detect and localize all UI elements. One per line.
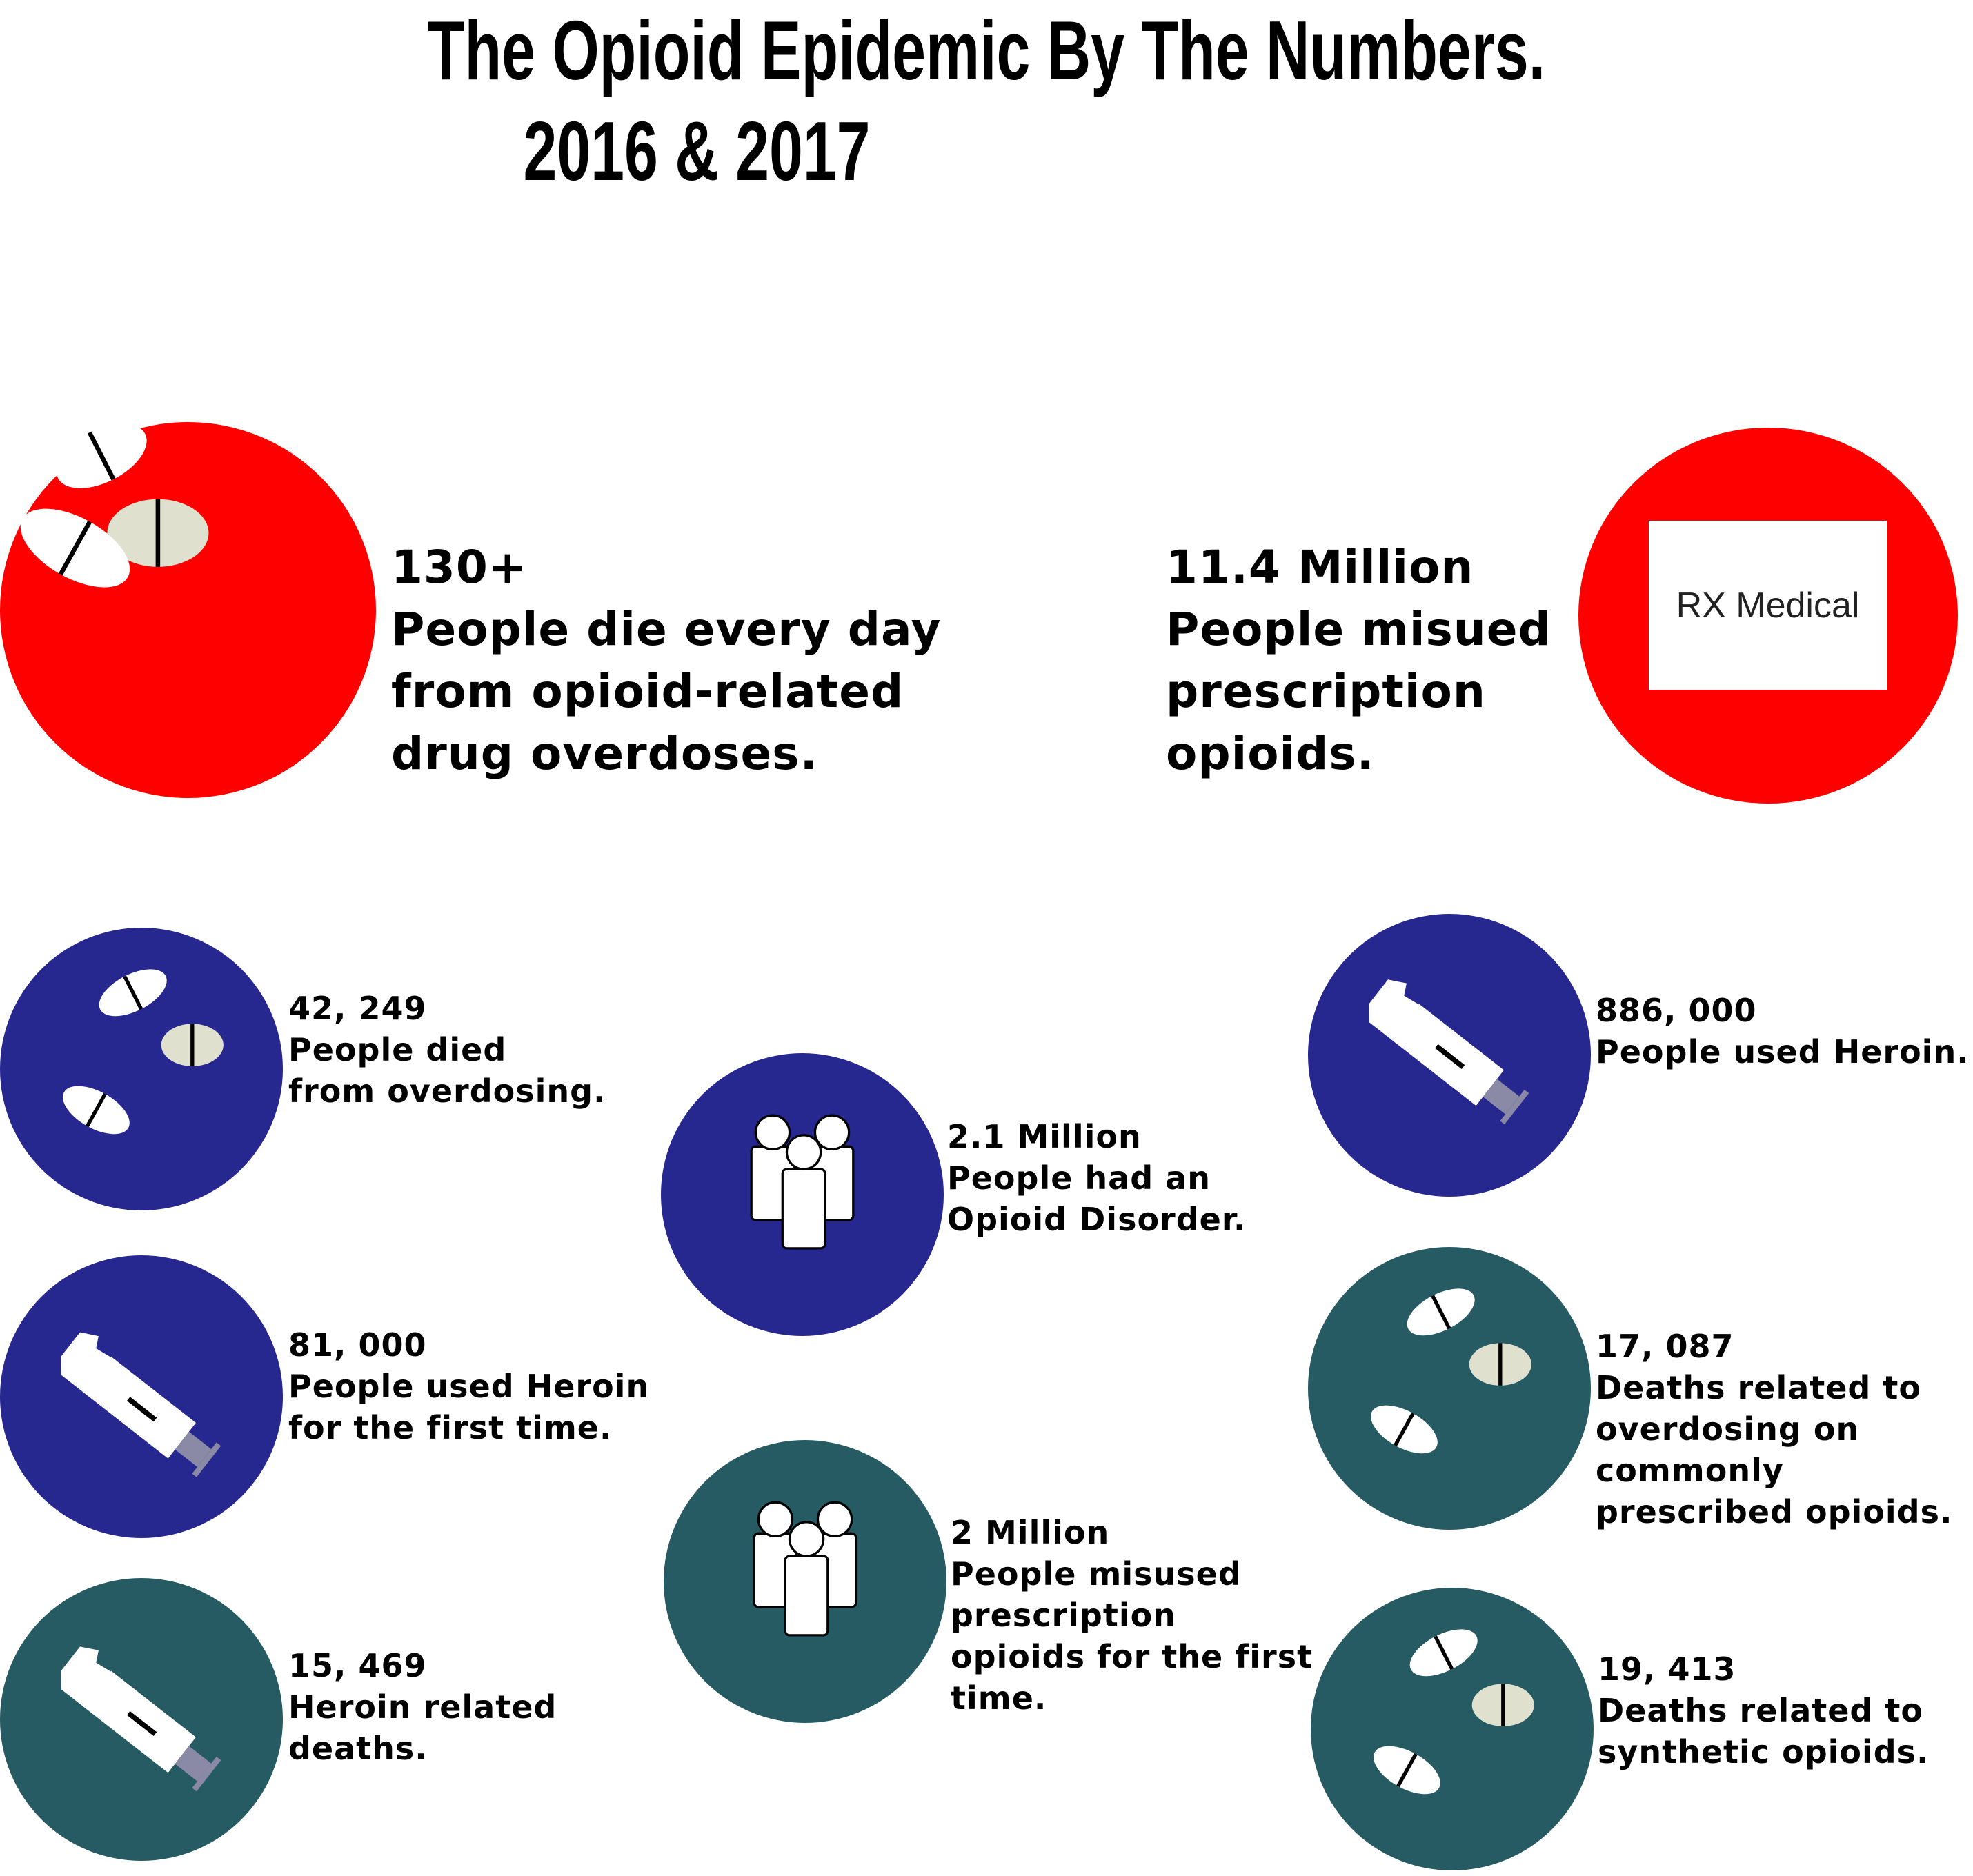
stat-small-8: 19, 413 Deaths related to synthetic opio… [1598, 1648, 1930, 1773]
stat-large-1: 130+ People die every day from opioid-re… [391, 537, 942, 785]
stat-small-7: 17, 087 Deaths related to overdosing on … [1596, 1326, 1952, 1533]
stat-line: drug overdoses. [391, 727, 818, 780]
stat-small-6: 886, 000 People used Heroin. [1596, 990, 1970, 1072]
stat-line: opioids for the first [951, 1638, 1313, 1675]
pills-icon [0, 422, 376, 798]
stat-line: People die every day [391, 603, 942, 656]
stat-line: People misused [951, 1555, 1242, 1593]
stat-number: 17, 087 [1596, 1328, 1734, 1365]
stat-line: People died [288, 1031, 507, 1068]
stat-line: Deaths related to [1596, 1369, 1921, 1406]
stat-small-2: 81, 000 People used Heroin for the first… [288, 1324, 649, 1448]
page-subtitle: 2016 & 2017 [523, 104, 871, 198]
page-title: The Opioid Epidemic By The Numbers. [427, 3, 1546, 97]
pills-icon [1308, 1247, 1591, 1530]
stat-number: 886, 000 [1596, 992, 1757, 1029]
stat-line: prescription [951, 1597, 1176, 1634]
stat-line: for the first time. [288, 1409, 613, 1446]
stat-line: time. [951, 1679, 1047, 1717]
stat-number: 19, 413 [1598, 1650, 1736, 1688]
syringe-icon [0, 1578, 283, 1861]
stat-number: 15, 469 [288, 1647, 427, 1684]
stat-line: prescribed opioids. [1596, 1493, 1953, 1530]
pills-icon [0, 928, 283, 1210]
stat-line: People had an [947, 1159, 1211, 1197]
stat-line: People used Heroin [288, 1368, 650, 1405]
stat-line: from opioid-related [391, 665, 904, 718]
stat-number: 130+ [391, 541, 528, 594]
stat-line: from overdosing. [288, 1072, 606, 1110]
people-icon [661, 1053, 944, 1336]
people-icon [664, 1440, 946, 1723]
stat-small-1: 42, 249 People died from overdosing. [288, 988, 606, 1112]
stat-line: Deaths related to [1598, 1692, 1923, 1729]
stat-number: 11.4 Million [1166, 541, 1474, 594]
stat-number: 2.1 Million [947, 1118, 1142, 1155]
stat-number: 42, 249 [288, 990, 427, 1027]
stat-line: synthetic opioids. [1598, 1733, 1930, 1770]
stat-line: opioids. [1166, 727, 1375, 780]
syringe-icon [0, 1255, 283, 1538]
stat-line: overdosing on [1596, 1410, 1860, 1448]
stat-number: 81, 000 [288, 1326, 427, 1364]
rx-circle: RX Medical [1578, 428, 1958, 804]
stat-line: deaths. [288, 1730, 428, 1767]
stat-number: 2 Million [951, 1514, 1110, 1551]
stat-line: commonly [1596, 1452, 1784, 1489]
stat-small-4: 2.1 Million People had an Opioid Disorde… [947, 1116, 1246, 1240]
pills-icon [1311, 1588, 1594, 1870]
stat-line: People misued [1166, 603, 1551, 656]
stat-line: People used Heroin. [1596, 1033, 1970, 1070]
stat-line: prescription [1166, 665, 1486, 718]
stat-line: Opioid Disorder. [947, 1201, 1247, 1238]
rx-box-icon: RX Medical [1649, 521, 1887, 690]
stat-small-3: 15, 469 Heroin related deaths. [288, 1645, 557, 1769]
stat-large-2: 11.4 Million People misued prescription … [1166, 537, 1551, 785]
stat-line: Heroin related [288, 1688, 557, 1726]
stat-small-5: 2 Million People misused prescription op… [951, 1512, 1313, 1719]
syringe-icon [1308, 914, 1591, 1197]
